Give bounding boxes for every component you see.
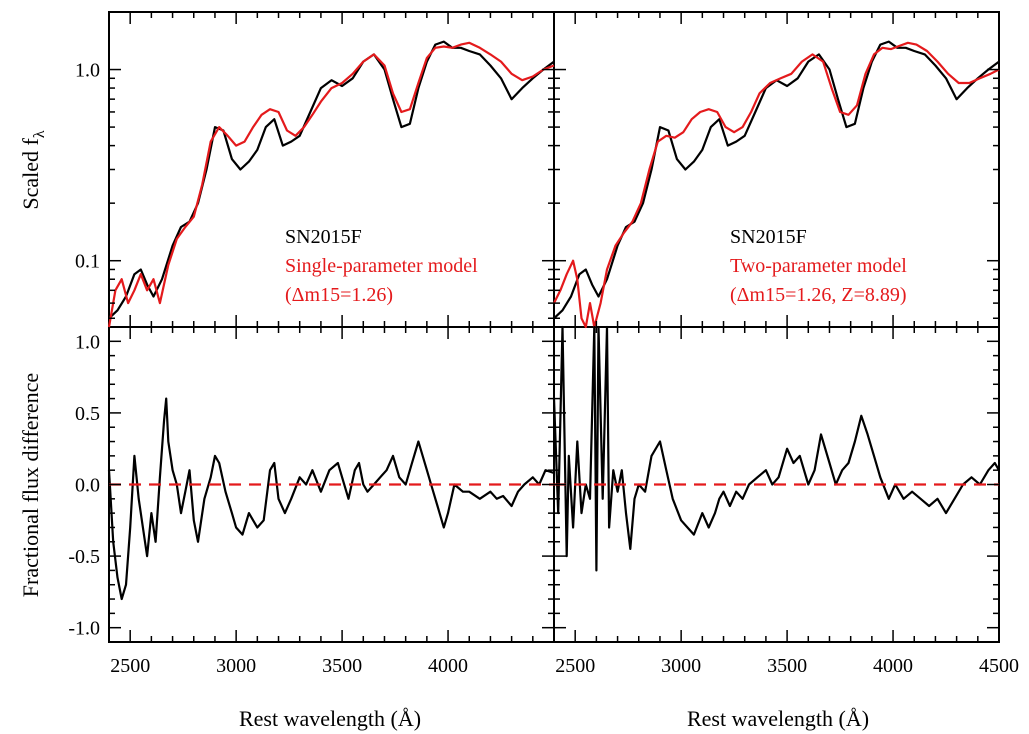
series-line-bottom-right-0 [552, 325, 1000, 572]
y-axis-title-top-subscript: λ [31, 130, 48, 138]
y-tick-label-bottom-1.0: 1.0 [75, 331, 100, 353]
right-panel-model-label: Two-parameter model [730, 255, 907, 277]
series-line-top-right-0 [553, 40, 1000, 320]
right-panel-sn-name: SN2015F [730, 226, 807, 248]
plot-lines [107, 40, 1000, 601]
x-tick-label-left-2500: 2500 [110, 655, 150, 677]
x-tick-label-left-3500: 3500 [322, 655, 362, 677]
x-axis-title-left: Rest wavelength (Å) [239, 706, 421, 731]
left-panel-model-label: Single-parameter model [285, 255, 478, 277]
left-panel-params-label: (Δm15=1.26) [285, 284, 393, 306]
series-line-bottom-left-0 [107, 397, 555, 601]
x-axis-title-right: Rest wavelength (Å) [687, 706, 869, 731]
x-tick-label-left-3000: 3000 [216, 655, 256, 677]
panel-frame-top-right [553, 11, 1000, 328]
panel-frame-top-left [108, 11, 555, 328]
y-tick-label-bottom-0.5: 0.5 [75, 403, 100, 425]
panel-frames [108, 11, 1000, 643]
x-tick-label-right-3000: 3000 [661, 655, 701, 677]
x-tick-label-right-3500: 3500 [767, 655, 807, 677]
y-tick-label-bottom-0.0: 0.0 [75, 475, 100, 497]
series-line-top-left-0 [108, 40, 555, 320]
axis-ticks: 2500 3000 3500 4000 2500 3000 3500 4000 4500 0.1 1… [68, 12, 1019, 677]
y-tick-label-top-0.1: 0.1 [75, 251, 100, 273]
y-axis-title-bottom: Fractional flux difference [18, 373, 43, 597]
x-tick-label-right-2500: 2500 [555, 655, 595, 677]
y-axis-title-top: Scaled fλ [18, 130, 48, 209]
left-panel-sn-name: SN2015F [285, 226, 362, 248]
right-panel-params-label: (Δm15=1.26, Z=8.89) [730, 284, 907, 306]
series-line-top-right-1 [553, 41, 1000, 329]
y-tick-label-bottom--1.0: -1.0 [68, 618, 100, 640]
x-tick-label-right-4500: 4500 [979, 655, 1019, 677]
x-tick-label-left-4000: 4000 [428, 655, 468, 677]
y-tick-label-top-1.0: 1.0 [75, 60, 100, 82]
series-line-top-left-1 [107, 41, 555, 328]
y-tick-label-bottom--0.5: -0.5 [68, 546, 100, 568]
x-tick-label-right-4000: 4000 [873, 655, 913, 677]
